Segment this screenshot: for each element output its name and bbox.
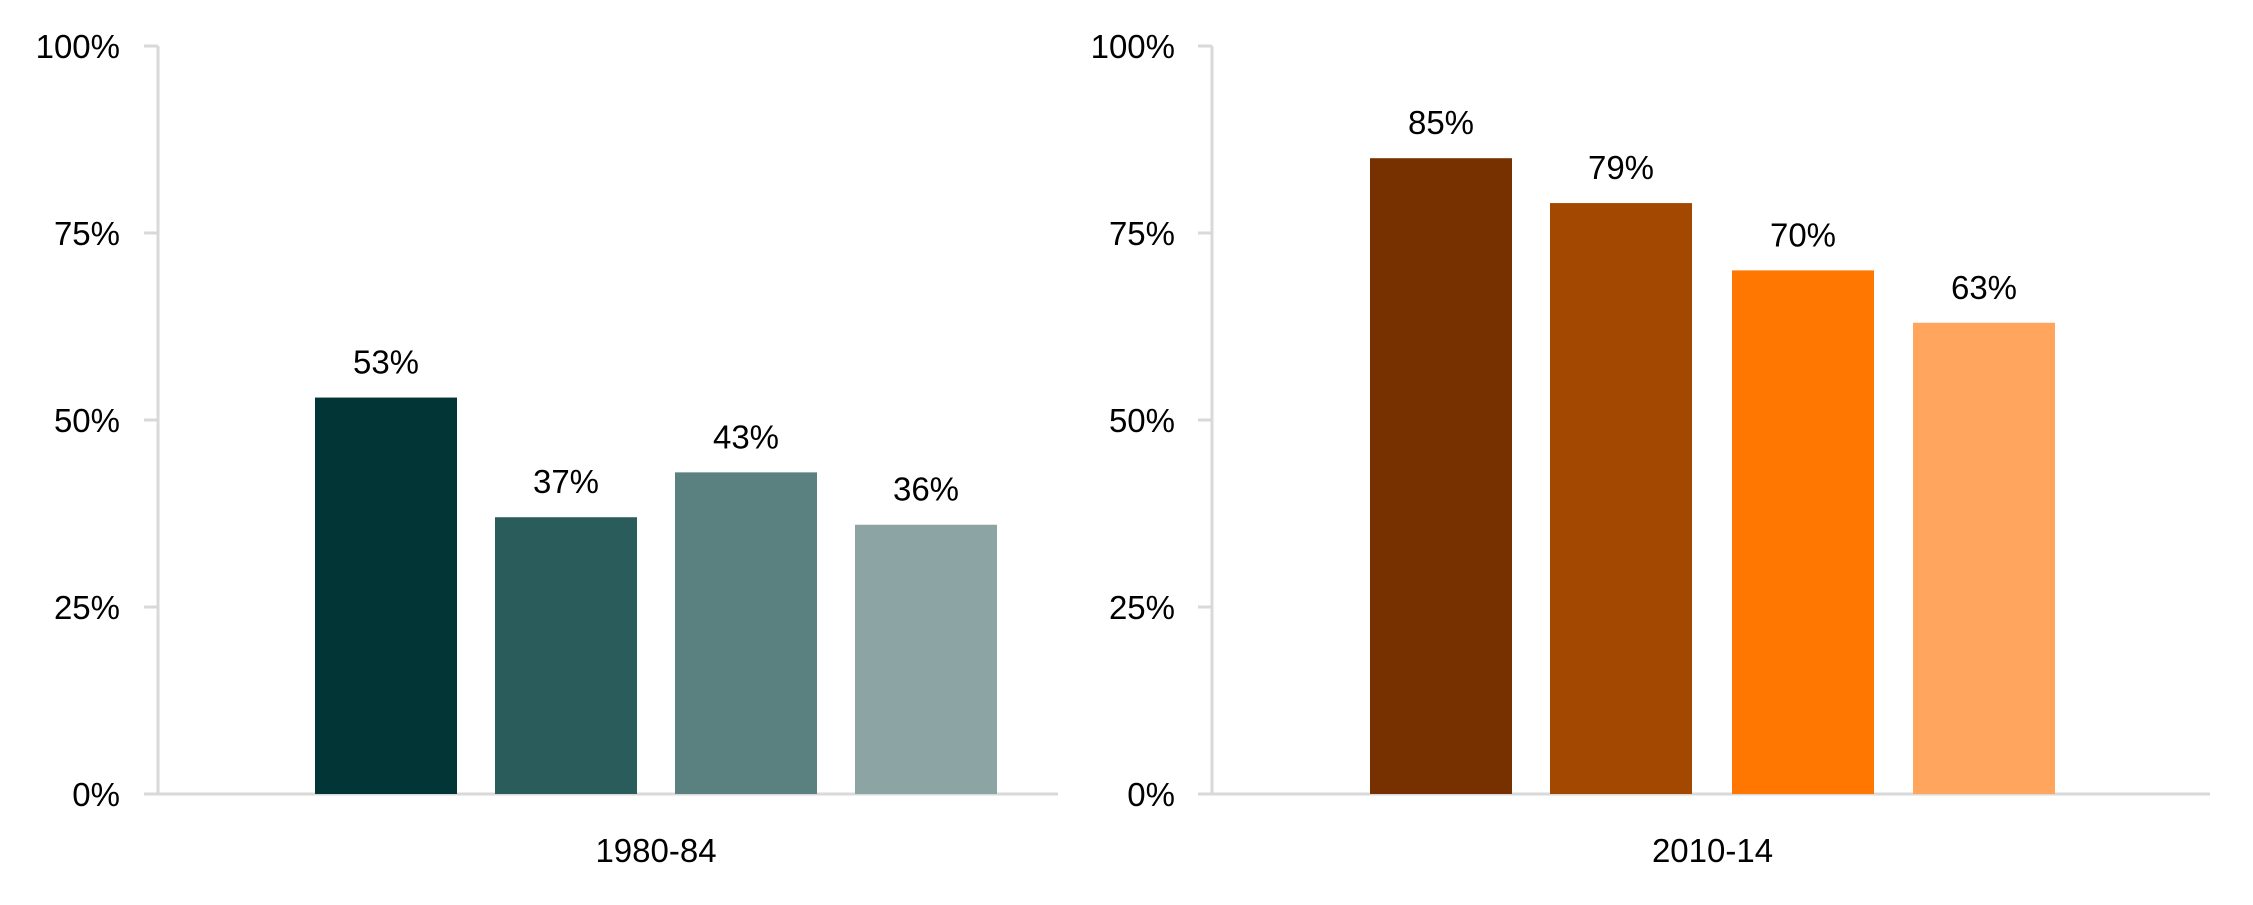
- data-label: 53%: [353, 344, 419, 381]
- y-tick-label: 100%: [1091, 28, 1175, 65]
- data-label: 79%: [1588, 149, 1654, 186]
- data-label: 70%: [1770, 216, 1836, 253]
- y-tick-label: 0%: [72, 776, 120, 813]
- y-tick-label: 0%: [1127, 776, 1175, 813]
- data-label: 37%: [533, 463, 599, 500]
- bar-2: [1550, 203, 1692, 794]
- data-label: 43%: [713, 418, 779, 455]
- bar-4: [1913, 322, 2055, 794]
- bar-1: [315, 397, 457, 794]
- y-tick-label: 25%: [54, 589, 120, 626]
- y-tick-label: 100%: [36, 28, 120, 65]
- data-label: 63%: [1951, 269, 2017, 306]
- chart-panel-2: 0% 25% 50% 75% 100% 85% 79% 70% 63% 2010-14: [1091, 28, 2210, 869]
- y-tick-label: 75%: [54, 215, 120, 252]
- category-label: 1980-84: [595, 832, 716, 869]
- y-tick-label: 25%: [1109, 589, 1175, 626]
- bar-4: [855, 524, 997, 794]
- bar-1: [1370, 158, 1512, 794]
- category-label: 2010-14: [1652, 832, 1773, 869]
- chart-panel-1: 0% 25% 50% 75% 100% 53% 37% 43% 36% 1980-84: [36, 28, 1058, 869]
- y-tick-label: 50%: [1109, 402, 1175, 439]
- bar-3: [1732, 270, 1874, 794]
- bar-3: [675, 472, 817, 794]
- y-tick-label: 75%: [1109, 215, 1175, 252]
- y-tick-label: 50%: [54, 402, 120, 439]
- bar-2: [495, 517, 637, 794]
- data-label: 36%: [893, 471, 959, 508]
- data-label: 85%: [1408, 104, 1474, 141]
